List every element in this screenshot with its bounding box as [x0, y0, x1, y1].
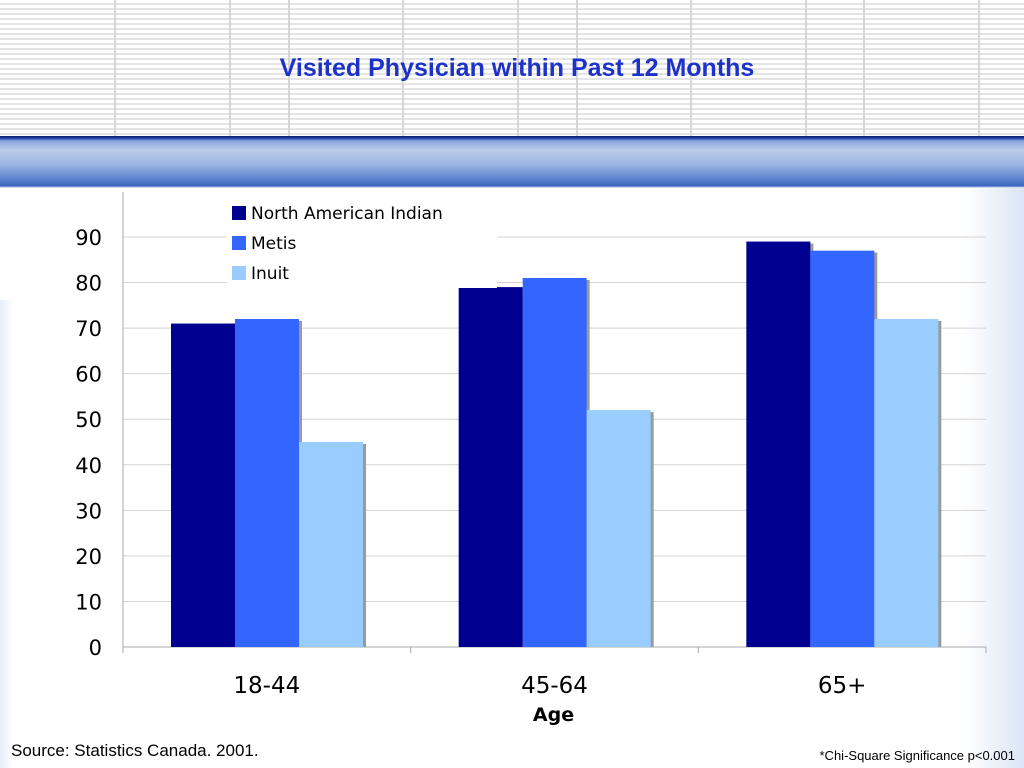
source-text: Source: Statistics Canada. 2001.	[11, 741, 259, 760]
y-tick-label: 80	[75, 272, 102, 296]
y-tick-label: 40	[75, 454, 102, 478]
y-tick-label: 30	[75, 499, 102, 523]
bar	[299, 442, 363, 647]
bar	[586, 410, 651, 647]
x-tick-label: 65+	[818, 673, 867, 699]
y-tick-label: 10	[75, 590, 102, 614]
bar	[522, 278, 587, 647]
legend-label: Metis	[251, 234, 297, 254]
bar	[235, 319, 299, 647]
legend-swatch	[232, 236, 246, 250]
legend-swatch	[232, 266, 246, 280]
y-tick-label: 70	[75, 317, 102, 341]
significance-note: *Chi-Square Significance p<0.001	[819, 748, 1016, 763]
bar	[810, 250, 875, 647]
legend-swatch	[232, 206, 246, 220]
y-tick-label: 0	[89, 636, 102, 660]
header-pattern	[0, 0, 1024, 136]
x-axis-title: Age	[533, 704, 574, 726]
y-tick-label: 50	[75, 408, 102, 432]
legend-label: Inuit	[251, 264, 289, 284]
left-fade	[0, 300, 14, 768]
bar	[458, 287, 523, 647]
y-tick-label: 60	[75, 363, 102, 387]
right-fade	[964, 188, 1024, 768]
header-band	[0, 136, 1024, 188]
bar	[746, 241, 811, 648]
bar	[874, 319, 939, 647]
chart-title: Visited Physician within Past 12 Months	[279, 54, 755, 82]
legend-label: North American Indian	[251, 204, 443, 224]
y-tick-label: 90	[75, 226, 102, 250]
x-tick-label: 45-64	[521, 673, 588, 699]
x-tick-label: 18-44	[233, 673, 300, 699]
bar	[171, 323, 235, 647]
legend-box	[227, 196, 497, 288]
y-tick-label: 20	[75, 545, 102, 569]
